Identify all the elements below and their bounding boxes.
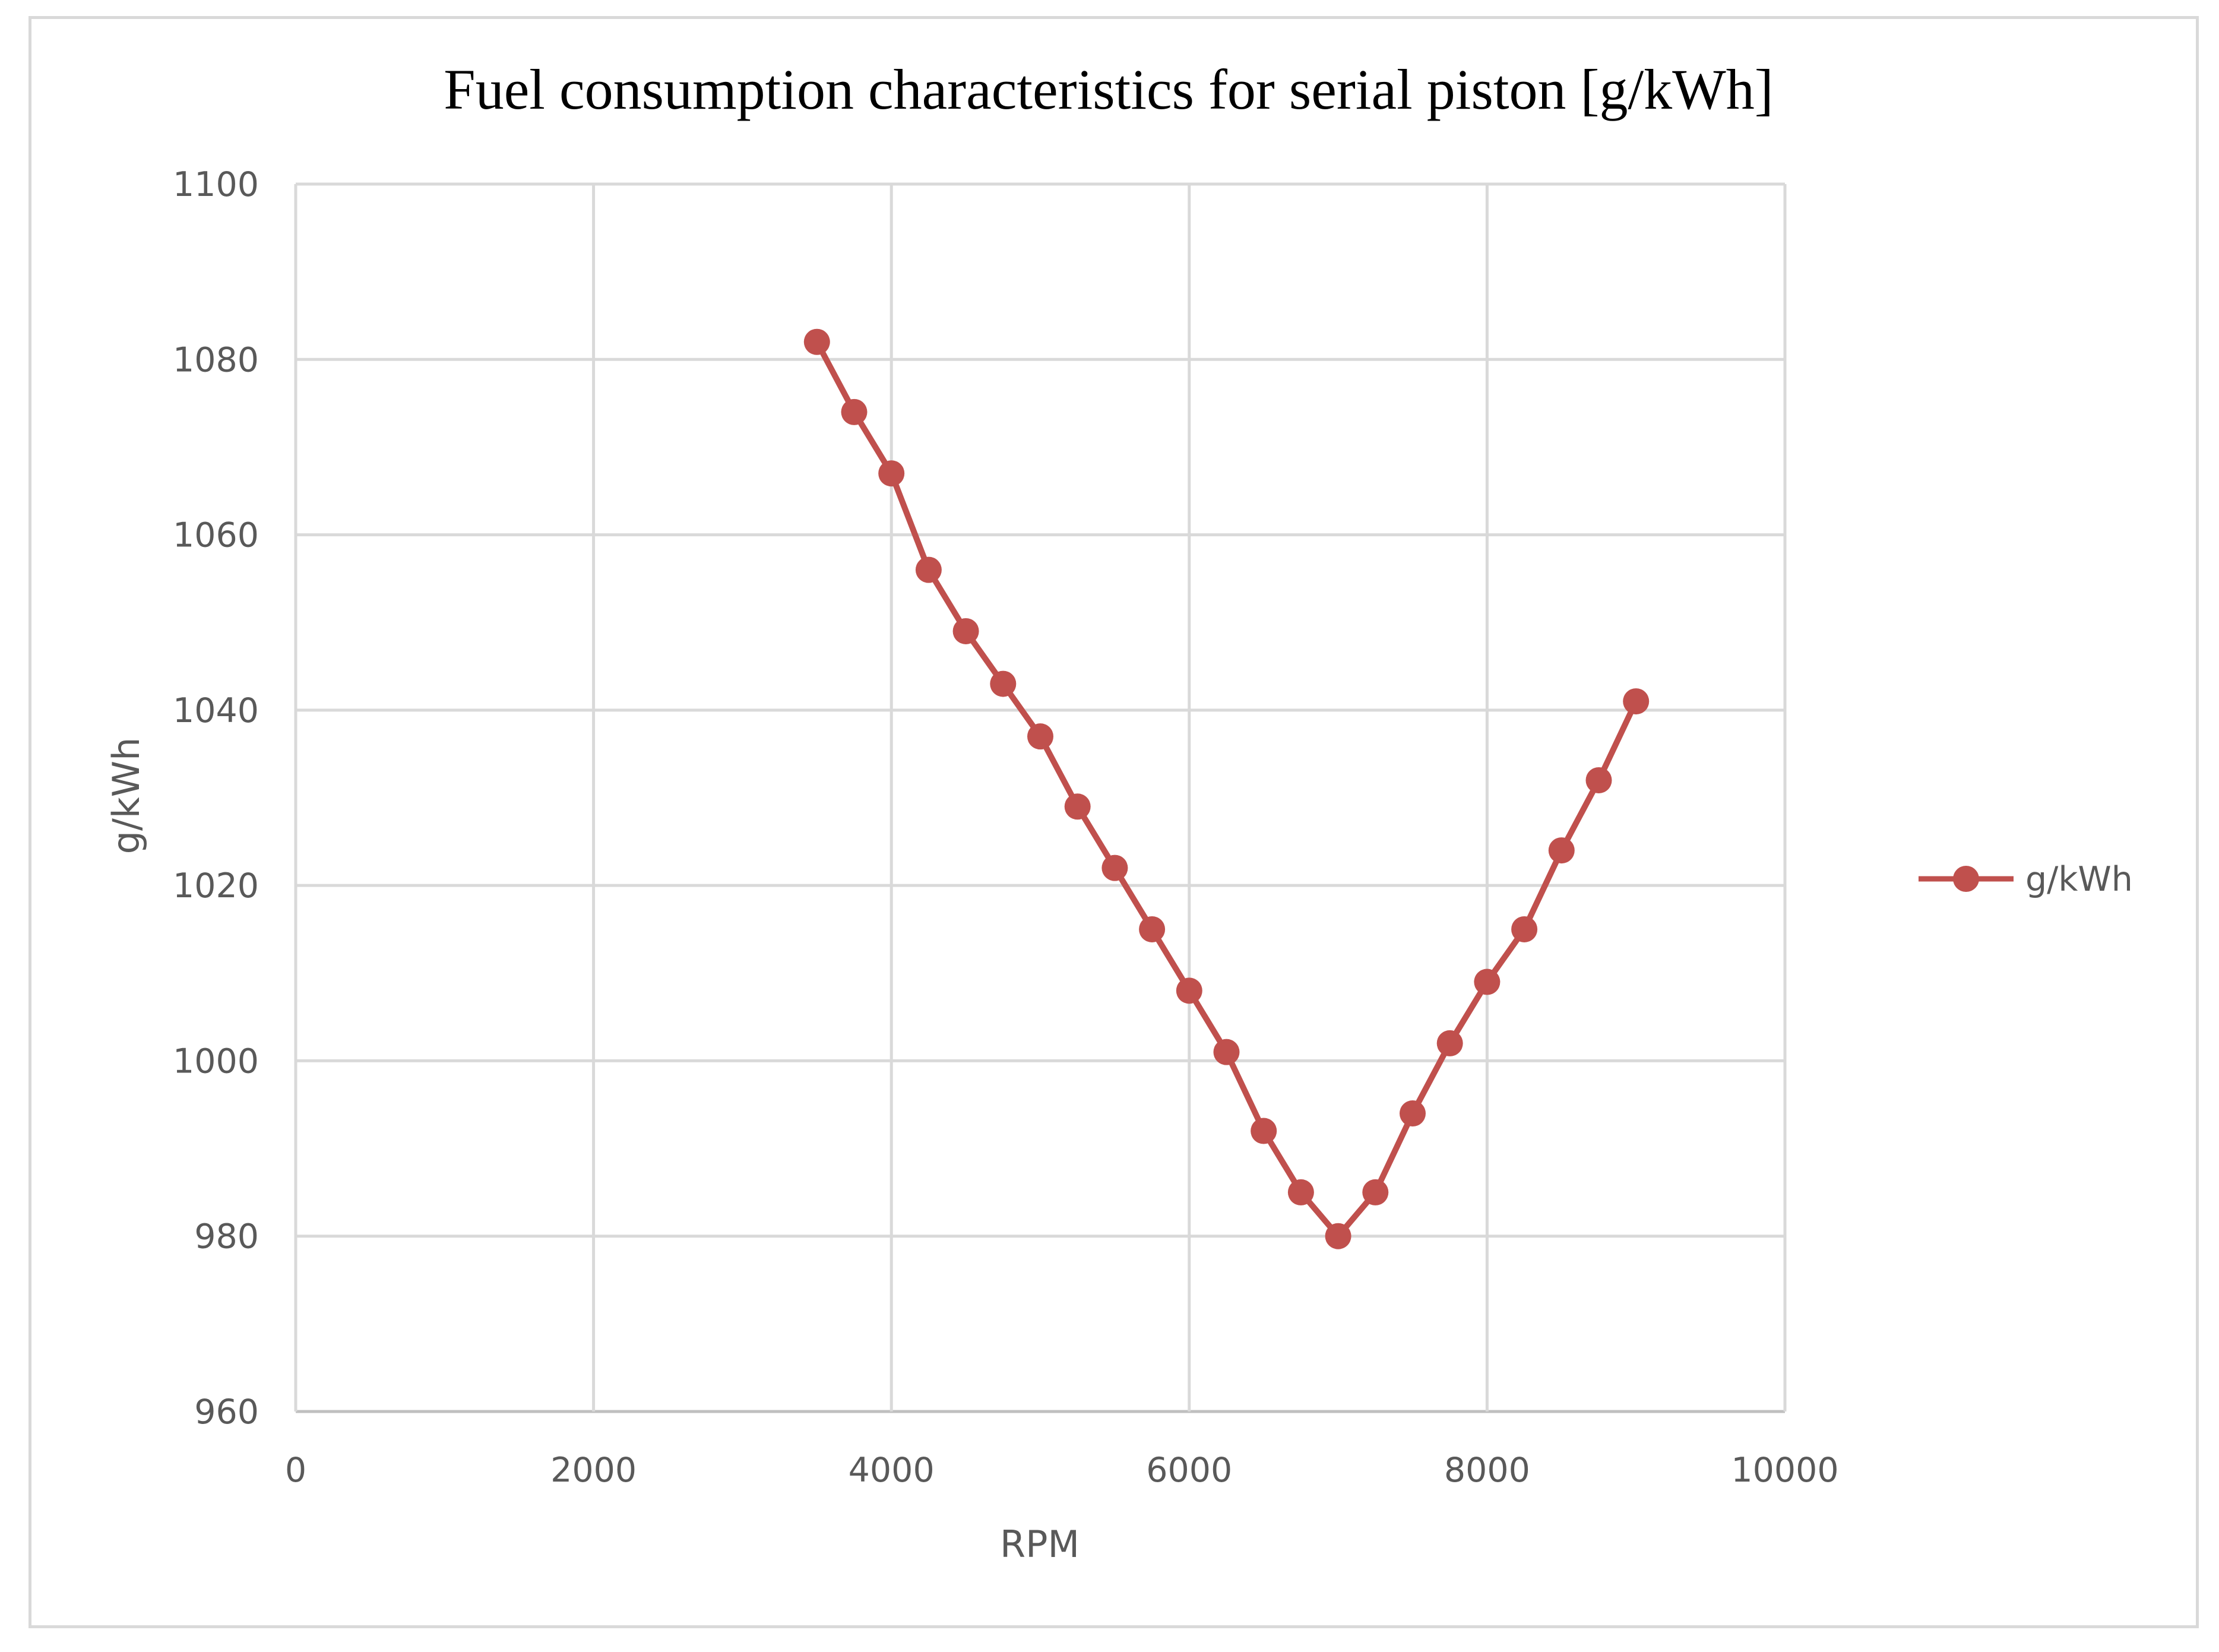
- x-tick-label: 2000: [550, 1451, 637, 1490]
- data-point: [1623, 688, 1650, 715]
- y-tick-label: 1080: [173, 340, 259, 379]
- legend-label: g/kWh: [2025, 860, 2133, 899]
- data-point: [1325, 1223, 1351, 1249]
- data-point: [1064, 793, 1091, 820]
- data-point: [878, 460, 905, 487]
- x-tick-label: 4000: [849, 1451, 935, 1490]
- data-point: [952, 618, 979, 644]
- data-point: [1287, 1179, 1314, 1205]
- data-point: [1474, 969, 1501, 995]
- x-tick-label: 6000: [1146, 1451, 1232, 1490]
- data-point: [1251, 1118, 1277, 1144]
- y-tick-label: 980: [194, 1217, 259, 1257]
- y-tick-label: 1060: [173, 516, 259, 555]
- series-g-kwh: [803, 328, 1650, 1249]
- x-tick-label: 0: [285, 1451, 306, 1490]
- data-point: [1101, 855, 1128, 881]
- data-point: [1139, 916, 1166, 942]
- x-tick-label: 8000: [1444, 1451, 1530, 1490]
- legend-marker-swatch: [1953, 866, 1979, 892]
- y-tick-label: 1000: [173, 1042, 259, 1081]
- series-line: [813, 338, 1639, 1239]
- y-axis-title: g/kWh: [105, 738, 148, 855]
- data-point: [1400, 1100, 1426, 1127]
- data-point: [841, 398, 868, 425]
- y-tick-label: 1040: [173, 691, 259, 730]
- data-point: [1176, 977, 1202, 1004]
- data-point: [1213, 1039, 1240, 1065]
- y-tick-label: 1100: [173, 165, 259, 204]
- data-point: [1436, 1030, 1463, 1056]
- chart-area: [29, 16, 2199, 1628]
- y-tick-label: 960: [194, 1393, 259, 1432]
- data-point: [915, 556, 942, 583]
- data-point: [1027, 723, 1053, 750]
- y-tick-label: 1020: [173, 866, 259, 906]
- legend: g/kWh: [1919, 860, 2133, 899]
- data-point: [1585, 767, 1612, 793]
- gridlines: [294, 182, 1787, 1413]
- data-point: [1362, 1179, 1389, 1205]
- data-point: [990, 670, 1017, 697]
- y-tick-labels: 960 980 1000 1020 1040 1060 1080 1100: [173, 165, 259, 1432]
- data-point: [1548, 837, 1575, 864]
- chart-title: Fuel consumption characteristics for ser…: [444, 58, 1773, 121]
- data-point: [803, 328, 830, 355]
- x-tick-label: 10000: [1731, 1451, 1838, 1490]
- data-point: [1511, 916, 1538, 942]
- x-tick-labels: 0 2000 4000 6000 8000 10000: [285, 1451, 1839, 1490]
- x-axis-title: RPM: [1000, 1523, 1080, 1566]
